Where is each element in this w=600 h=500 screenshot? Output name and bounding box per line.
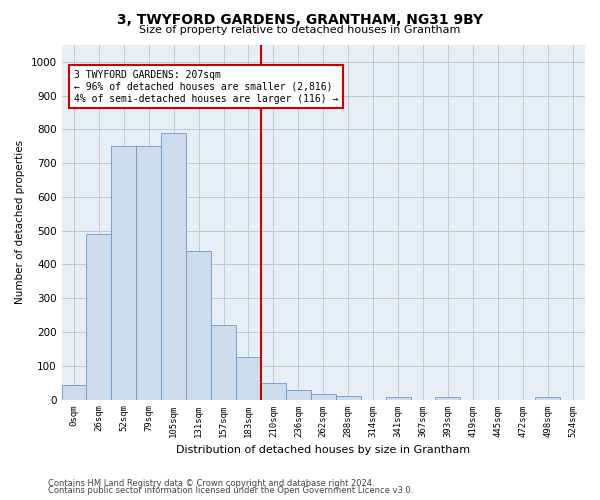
Bar [336,396,361,400]
Y-axis label: Number of detached properties: Number of detached properties [15,140,25,304]
Bar [535,397,560,400]
Bar [112,146,136,400]
Bar [261,382,286,400]
Bar [62,386,86,400]
Text: 3 TWYFORD GARDENS: 207sqm
← 96% of detached houses are smaller (2,816)
4% of sem: 3 TWYFORD GARDENS: 207sqm ← 96% of detac… [74,70,338,104]
Bar [311,394,336,400]
X-axis label: Distribution of detached houses by size in Grantham: Distribution of detached houses by size … [176,445,470,455]
Bar [86,234,112,400]
Text: 3, TWYFORD GARDENS, GRANTHAM, NG31 9BY: 3, TWYFORD GARDENS, GRANTHAM, NG31 9BY [117,12,483,26]
Bar [236,358,261,400]
Text: Contains HM Land Registry data © Crown copyright and database right 2024.: Contains HM Land Registry data © Crown c… [48,478,374,488]
Bar [211,326,236,400]
Text: Contains public sector information licensed under the Open Government Licence v3: Contains public sector information licen… [48,486,413,495]
Bar [286,390,311,400]
Bar [186,251,211,400]
Bar [136,146,161,400]
Bar [386,397,410,400]
Bar [436,397,460,400]
Bar [161,133,186,400]
Text: Size of property relative to detached houses in Grantham: Size of property relative to detached ho… [139,25,461,35]
